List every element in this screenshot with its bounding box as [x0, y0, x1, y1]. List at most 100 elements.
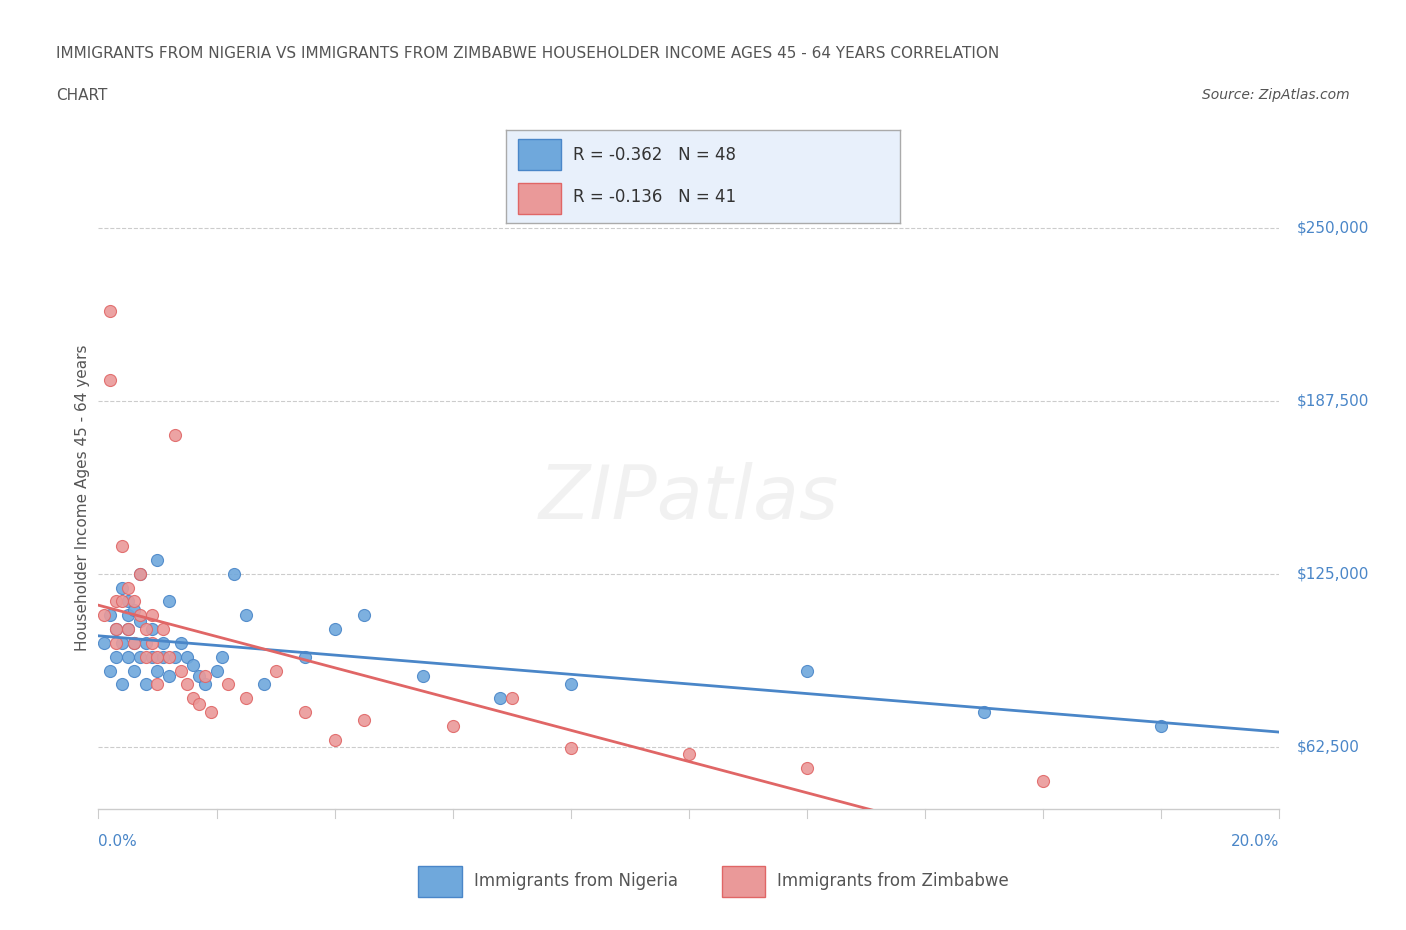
Point	[176, 649, 198, 664]
Text: 20.0%: 20.0%	[1232, 834, 1279, 849]
Point	[323, 621, 346, 636]
Point	[111, 538, 134, 553]
Point	[253, 677, 276, 692]
Point	[117, 608, 139, 623]
Point	[128, 566, 150, 581]
Point	[796, 760, 818, 775]
Point	[128, 614, 150, 629]
Point	[117, 649, 139, 664]
Text: Immigrants from Nigeria: Immigrants from Nigeria	[474, 872, 678, 890]
Point	[93, 635, 115, 650]
Point	[117, 621, 139, 636]
Point	[122, 594, 145, 609]
Text: Immigrants from Zimbabwe: Immigrants from Zimbabwe	[778, 872, 1010, 890]
Point	[146, 677, 169, 692]
Point	[98, 608, 121, 623]
Point	[105, 621, 128, 636]
Point	[211, 649, 233, 664]
Point	[165, 428, 187, 443]
Point	[489, 691, 512, 706]
Point	[146, 649, 169, 664]
Point	[128, 649, 150, 664]
Point	[122, 635, 145, 650]
Point	[323, 733, 346, 748]
Text: $250,000: $250,000	[1298, 220, 1369, 235]
Point	[141, 608, 163, 623]
Point	[93, 608, 115, 623]
Point	[181, 691, 204, 706]
Point	[560, 677, 582, 692]
Point	[122, 635, 145, 650]
Point	[111, 677, 134, 692]
Point	[235, 608, 257, 623]
Point	[135, 649, 157, 664]
Text: R = -0.136   N = 41: R = -0.136 N = 41	[574, 188, 737, 206]
FancyBboxPatch shape	[721, 866, 765, 897]
Point	[205, 663, 228, 678]
Point	[141, 621, 163, 636]
Point	[135, 635, 157, 650]
FancyBboxPatch shape	[517, 140, 561, 170]
Point	[141, 635, 163, 650]
Point	[105, 635, 128, 650]
Point	[98, 663, 121, 678]
Point	[441, 719, 464, 734]
FancyBboxPatch shape	[517, 183, 561, 214]
Point	[294, 649, 316, 664]
Point	[141, 649, 163, 664]
Point	[353, 608, 375, 623]
Point	[111, 580, 134, 595]
Point	[135, 677, 157, 692]
Point	[128, 608, 150, 623]
Point	[187, 697, 209, 711]
Point	[217, 677, 239, 692]
Text: ZIPatlas: ZIPatlas	[538, 461, 839, 534]
Point	[128, 566, 150, 581]
Text: $125,000: $125,000	[1298, 566, 1369, 581]
Point	[146, 552, 169, 567]
Point	[105, 621, 128, 636]
Point	[678, 746, 700, 761]
Point	[146, 663, 169, 678]
Point	[105, 649, 128, 664]
Point	[224, 566, 246, 581]
Point	[412, 669, 434, 684]
Text: R = -0.362   N = 48: R = -0.362 N = 48	[574, 146, 737, 165]
Point	[170, 663, 193, 678]
Point	[235, 691, 257, 706]
Point	[111, 594, 134, 609]
Point	[152, 621, 174, 636]
Point	[1150, 719, 1173, 734]
FancyBboxPatch shape	[419, 866, 461, 897]
Point	[194, 677, 217, 692]
Text: CHART: CHART	[56, 88, 108, 103]
Point	[194, 669, 217, 684]
Point	[170, 635, 193, 650]
Point	[796, 663, 818, 678]
Point	[111, 635, 134, 650]
Text: $187,500: $187,500	[1298, 393, 1369, 408]
Point	[176, 677, 198, 692]
Point	[200, 705, 222, 720]
Point	[353, 713, 375, 728]
Point	[98, 303, 121, 318]
Text: 0.0%: 0.0%	[98, 834, 138, 849]
Point	[157, 649, 180, 664]
Point	[165, 649, 187, 664]
Point	[560, 740, 582, 755]
Point	[152, 635, 174, 650]
Point	[117, 580, 139, 595]
Point	[264, 663, 287, 678]
Point	[117, 621, 139, 636]
Point	[157, 594, 180, 609]
Point	[1032, 774, 1054, 789]
Point	[117, 594, 139, 609]
Point	[135, 621, 157, 636]
Point	[122, 603, 145, 618]
Point	[181, 658, 204, 672]
Point	[501, 691, 523, 706]
Point	[973, 705, 995, 720]
Point	[122, 663, 145, 678]
Text: IMMIGRANTS FROM NIGERIA VS IMMIGRANTS FROM ZIMBABWE HOUSEHOLDER INCOME AGES 45 -: IMMIGRANTS FROM NIGERIA VS IMMIGRANTS FR…	[56, 46, 1000, 61]
Y-axis label: Householder Income Ages 45 - 64 years: Householder Income Ages 45 - 64 years	[75, 344, 90, 651]
